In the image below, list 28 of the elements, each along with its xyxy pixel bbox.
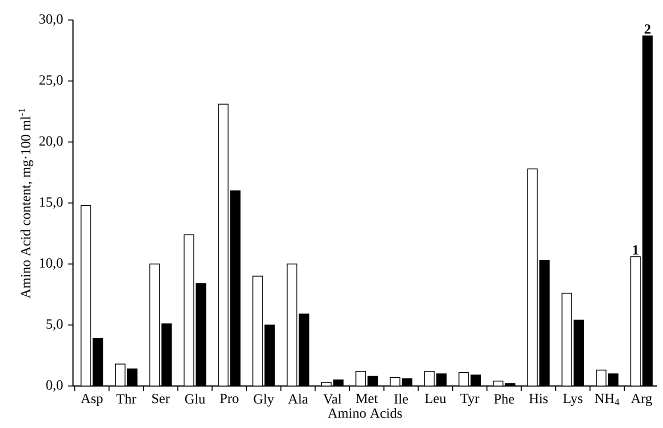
y-tick-label: 10,0 [40,258,63,270]
x-tick-label: Arg [630,394,652,406]
x-tick-label: Asp [80,394,103,406]
y-tick-label: 25,0 [39,75,63,87]
y-tick-label: 5,0 [46,319,63,331]
y-tick-label: 15,0 [40,197,63,209]
x-axis-title: Amino Acids [328,408,402,418]
x-tick-label: Tyr [460,394,480,406]
x-tick-label: His [529,394,548,404]
x-tick-label: Leu [424,394,446,404]
y-tick-label: 0,0 [46,380,63,392]
y-tick-label: 30,0 [39,14,63,26]
x-tick-label: Lys [563,394,582,406]
x-tick-label: Ile [394,394,408,404]
x-tick-label: Pro [220,394,238,404]
x-tick-label: Glu [185,394,206,404]
x-tick-label: Met [356,394,378,404]
x-tick-label: Thr [116,394,136,404]
x-tick-label: Ala [288,394,308,404]
series-label: 2 [644,24,650,34]
x-tick-label: Gly [254,394,274,407]
series-label: 1 [633,245,638,254]
y-tick-label: 20,0 [39,136,63,148]
x-tick-label: Ser [152,394,170,404]
x-tick-label: Phe [494,394,514,404]
x-tick-label: NH$_{4}$ [594,394,620,406]
x-tick-label: Val [323,394,342,404]
y-axis-title: Amino Acid content, mg·100 ml$^{-1}$ [18,108,34,298]
